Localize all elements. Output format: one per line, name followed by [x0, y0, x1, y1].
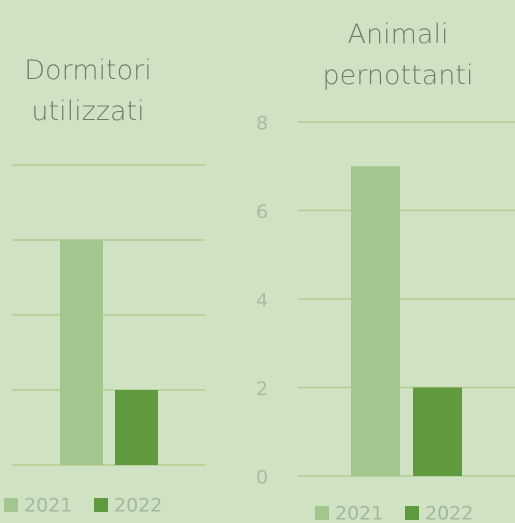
chart-title: Dormitori utilizzati	[24, 55, 152, 127]
y-tick-label: 8	[256, 113, 268, 135]
chart-title: Animali pernottanti	[322, 19, 474, 91]
y-tick-label: 2	[256, 378, 268, 400]
legend-label: 2021	[24, 495, 72, 517]
bar	[413, 387, 462, 476]
legend-label: 2022	[425, 503, 473, 523]
y-tick-label: 6	[256, 201, 268, 223]
legend-label: 2022	[114, 495, 162, 517]
bar	[60, 240, 103, 465]
legend-swatch	[405, 506, 419, 520]
legend-swatch	[94, 498, 108, 512]
y-tick-label: 0	[256, 467, 268, 489]
legend-swatch	[315, 506, 329, 520]
bar	[115, 390, 158, 465]
bar	[351, 166, 400, 476]
legend-label: 2021	[335, 503, 383, 523]
y-tick-label: 4	[256, 290, 268, 312]
legend-swatch	[4, 498, 18, 512]
